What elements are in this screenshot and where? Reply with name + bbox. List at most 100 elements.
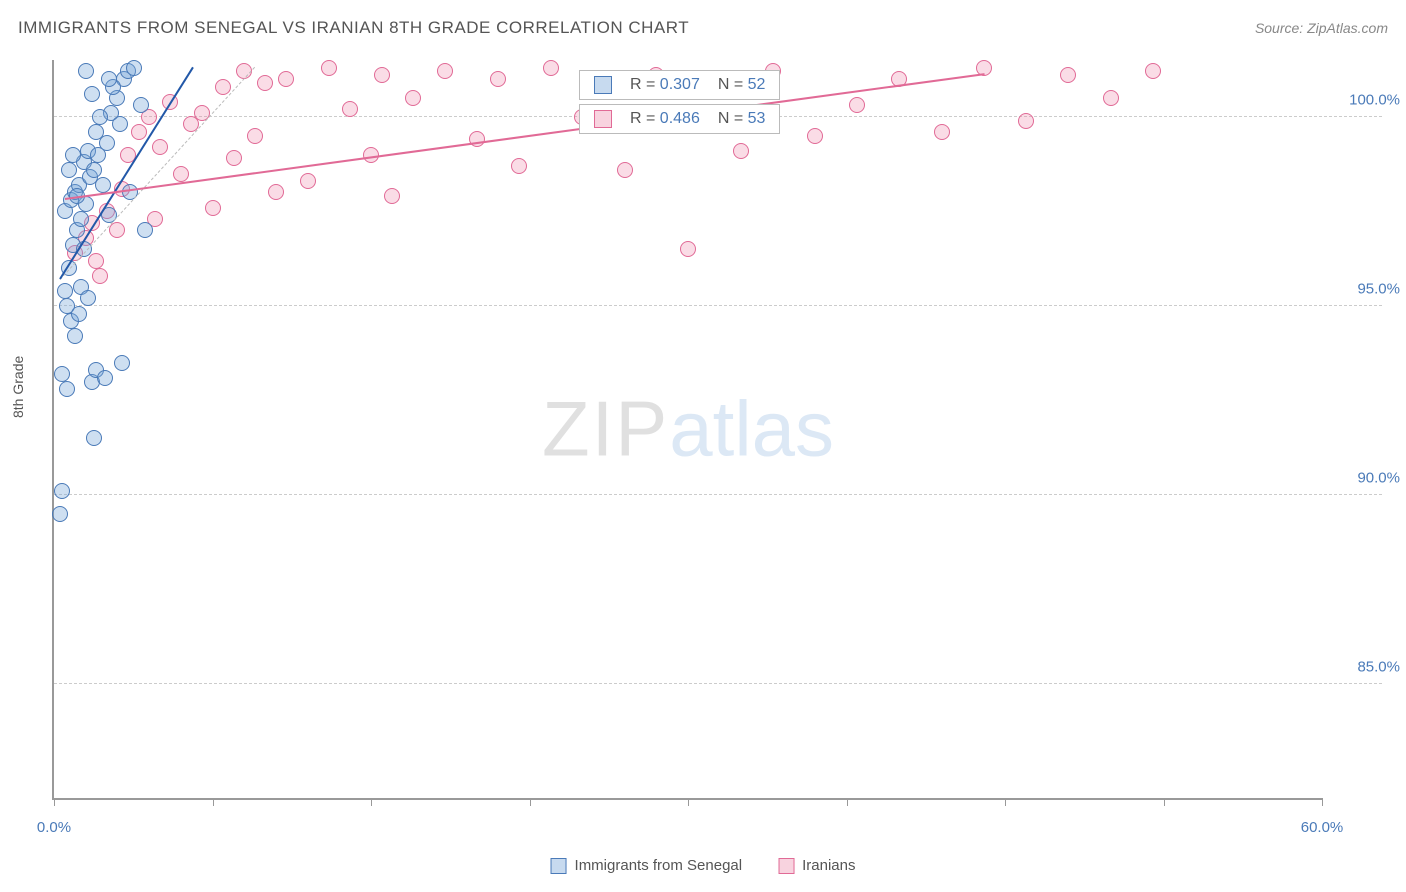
r-value: 0.486: [660, 110, 700, 127]
n-label: N = 52: [718, 76, 766, 94]
data-point: [1145, 63, 1161, 79]
legend-swatch-blue: [551, 858, 567, 874]
data-point: [268, 184, 284, 200]
watermark-atlas: atlas: [669, 385, 834, 473]
n-value: 53: [748, 110, 766, 127]
data-point: [934, 124, 950, 140]
data-point: [257, 75, 273, 91]
data-point: [1103, 90, 1119, 106]
data-point: [97, 370, 113, 386]
data-point: [321, 60, 337, 76]
r-label: R = 0.486: [630, 110, 700, 128]
r-value: 0.307: [660, 76, 700, 93]
data-point: [849, 97, 865, 113]
data-point: [54, 366, 70, 382]
n-label: N = 53: [718, 110, 766, 128]
x-tick-label: 60.0%: [1301, 819, 1344, 836]
data-point: [71, 306, 87, 322]
data-point: [469, 131, 485, 147]
data-point: [680, 241, 696, 257]
y-tick-label: 95.0%: [1357, 281, 1400, 298]
data-point: [65, 147, 81, 163]
data-point: [617, 162, 633, 178]
watermark-zip: ZIP: [542, 385, 669, 473]
data-point: [80, 290, 96, 306]
data-point: [99, 135, 115, 151]
x-tick: [54, 798, 55, 806]
data-point: [807, 128, 823, 144]
data-point: [109, 222, 125, 238]
data-point: [152, 139, 168, 155]
x-tick: [1322, 798, 1323, 806]
watermark: ZIPatlas: [542, 384, 834, 475]
data-point: [57, 283, 73, 299]
data-point: [278, 71, 294, 87]
legend-swatch: [594, 76, 612, 94]
data-point: [86, 162, 102, 178]
data-point: [54, 483, 70, 499]
x-tick: [213, 798, 214, 806]
data-point: [342, 101, 358, 117]
data-point: [84, 86, 100, 102]
data-point: [73, 211, 89, 227]
data-point: [86, 430, 102, 446]
y-axis-label: 8th Grade: [10, 356, 26, 418]
legend-label-senegal: Immigrants from Senegal: [575, 857, 743, 874]
data-point: [133, 97, 149, 113]
data-point: [374, 67, 390, 83]
x-tick: [371, 798, 372, 806]
data-point: [61, 162, 77, 178]
data-point: [173, 166, 189, 182]
data-point: [1018, 113, 1034, 129]
gridline-h: [54, 305, 1382, 306]
data-point: [131, 124, 147, 140]
x-tick: [530, 798, 531, 806]
bottom-legend: Immigrants from Senegal Iranians: [551, 857, 856, 874]
x-tick: [1164, 798, 1165, 806]
data-point: [215, 79, 231, 95]
chart-source: Source: ZipAtlas.com: [1255, 20, 1388, 36]
data-point: [78, 63, 94, 79]
data-point: [226, 150, 242, 166]
data-point: [543, 60, 559, 76]
scatter-plot-area: ZIPatlas 85.0%90.0%95.0%100.0%0.0%60.0%R…: [52, 60, 1322, 800]
data-point: [137, 222, 153, 238]
data-point: [59, 381, 75, 397]
legend-swatch-pink: [778, 858, 794, 874]
data-point: [95, 177, 111, 193]
trend-line: [64, 73, 984, 200]
data-point: [112, 116, 128, 132]
y-tick-label: 90.0%: [1357, 470, 1400, 487]
data-point: [300, 173, 316, 189]
legend-item-senegal: Immigrants from Senegal: [551, 857, 743, 874]
data-point: [114, 355, 130, 371]
data-point: [437, 63, 453, 79]
data-point: [205, 200, 221, 216]
legend-label-iranians: Iranians: [802, 857, 855, 874]
gridline-h: [54, 683, 1382, 684]
data-point: [405, 90, 421, 106]
data-point: [490, 71, 506, 87]
x-tick: [688, 798, 689, 806]
correlation-legend-senegal: R = 0.307 N = 52: [579, 70, 780, 100]
legend-swatch: [594, 110, 612, 128]
data-point: [88, 253, 104, 269]
data-point: [92, 268, 108, 284]
n-value: 52: [748, 76, 766, 93]
r-label: R = 0.307: [630, 76, 700, 94]
data-point: [247, 128, 263, 144]
correlation-legend-iranians: R = 0.486 N = 53: [579, 104, 780, 134]
data-point: [101, 71, 117, 87]
data-point: [52, 506, 68, 522]
data-point: [511, 158, 527, 174]
data-point: [1060, 67, 1076, 83]
data-point: [122, 184, 138, 200]
legend-item-iranians: Iranians: [778, 857, 855, 874]
data-point: [733, 143, 749, 159]
data-point: [384, 188, 400, 204]
y-tick-label: 85.0%: [1357, 659, 1400, 676]
data-point: [126, 60, 142, 76]
x-tick: [1005, 798, 1006, 806]
x-tick: [847, 798, 848, 806]
data-point: [92, 109, 108, 125]
